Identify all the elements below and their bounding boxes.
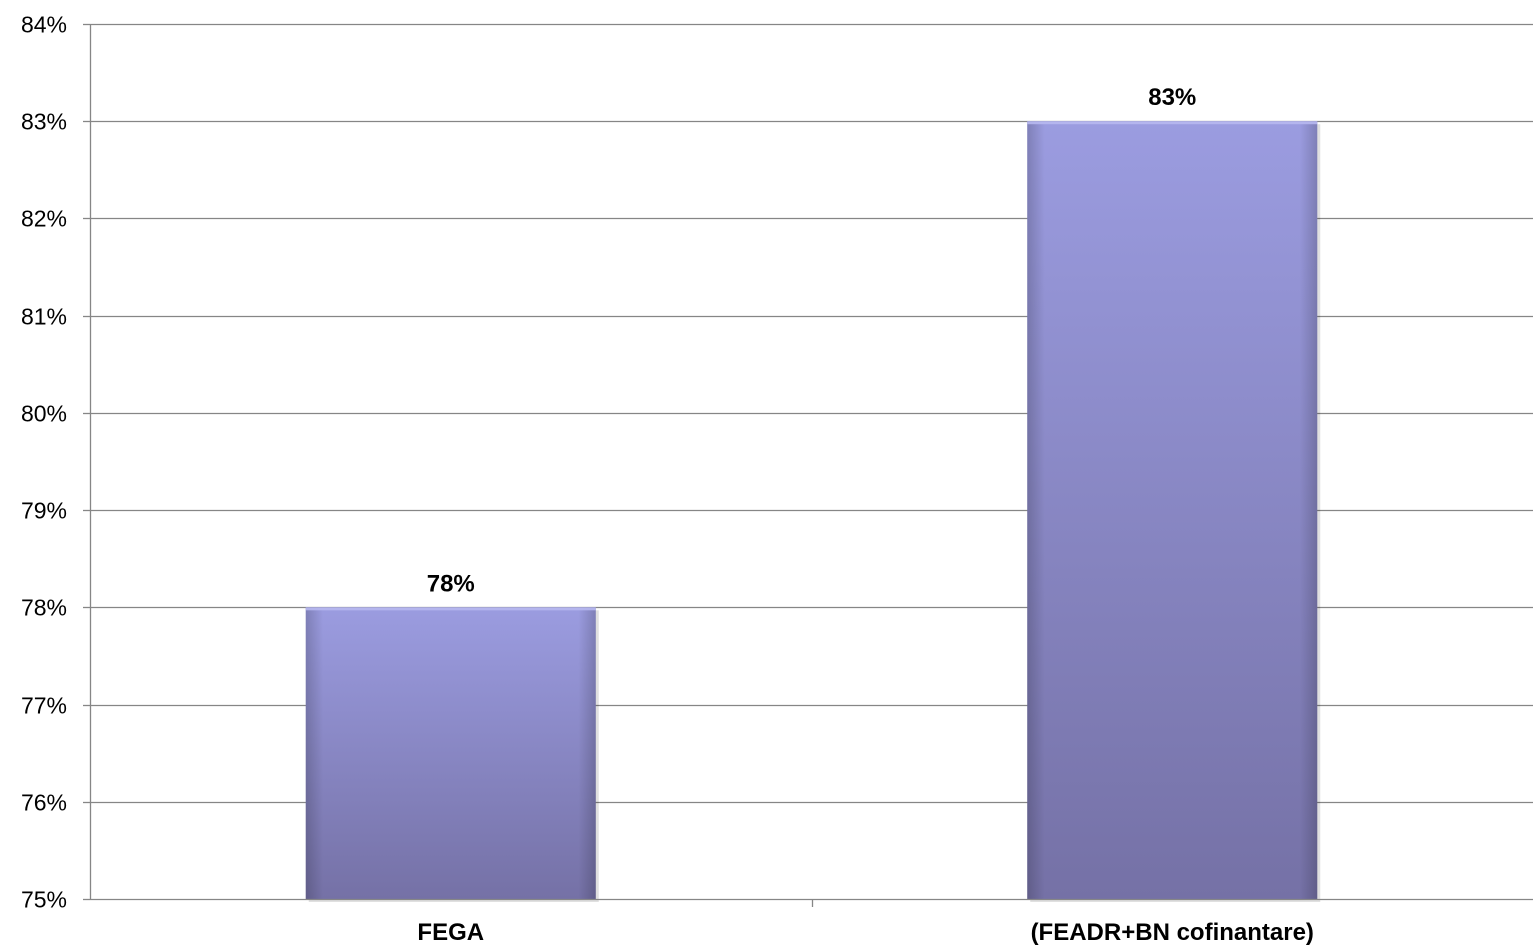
y-tick-label: 76%: [21, 790, 67, 816]
data-label: 83%: [1148, 84, 1196, 111]
y-tick-label: 79%: [21, 498, 67, 524]
bar-edge-shade: [305, 607, 596, 899]
y-tick-label: 82%: [21, 206, 67, 232]
data-label: 78%: [427, 570, 475, 597]
bars: [305, 121, 1321, 902]
axes: [83, 23, 1533, 907]
y-tick-labels: 75% 76% 77% 78% 79% 80% 81% 82% 83% 84%: [21, 12, 67, 913]
y-tick-label: 77%: [21, 693, 67, 719]
bar-edge-shade: [1027, 121, 1318, 899]
y-tick-label: 80%: [21, 401, 67, 427]
y-tick-label: 84%: [21, 12, 67, 38]
x-category-label: (FEADR+BN cofinantare): [1031, 919, 1314, 946]
bar-top-highlight: [1027, 121, 1318, 125]
y-tick-label: 81%: [21, 304, 67, 330]
x-category-label: FEGA: [417, 919, 484, 946]
y-tick-label: 83%: [21, 109, 67, 135]
category-labels: FEGA (FEADR+BN cofinantare): [417, 919, 1314, 946]
data-labels: 78% 83%: [427, 84, 1197, 597]
bar-top-highlight: [305, 607, 596, 611]
y-tick-label: 78%: [21, 595, 67, 621]
y-tick-label: 75%: [21, 887, 67, 913]
